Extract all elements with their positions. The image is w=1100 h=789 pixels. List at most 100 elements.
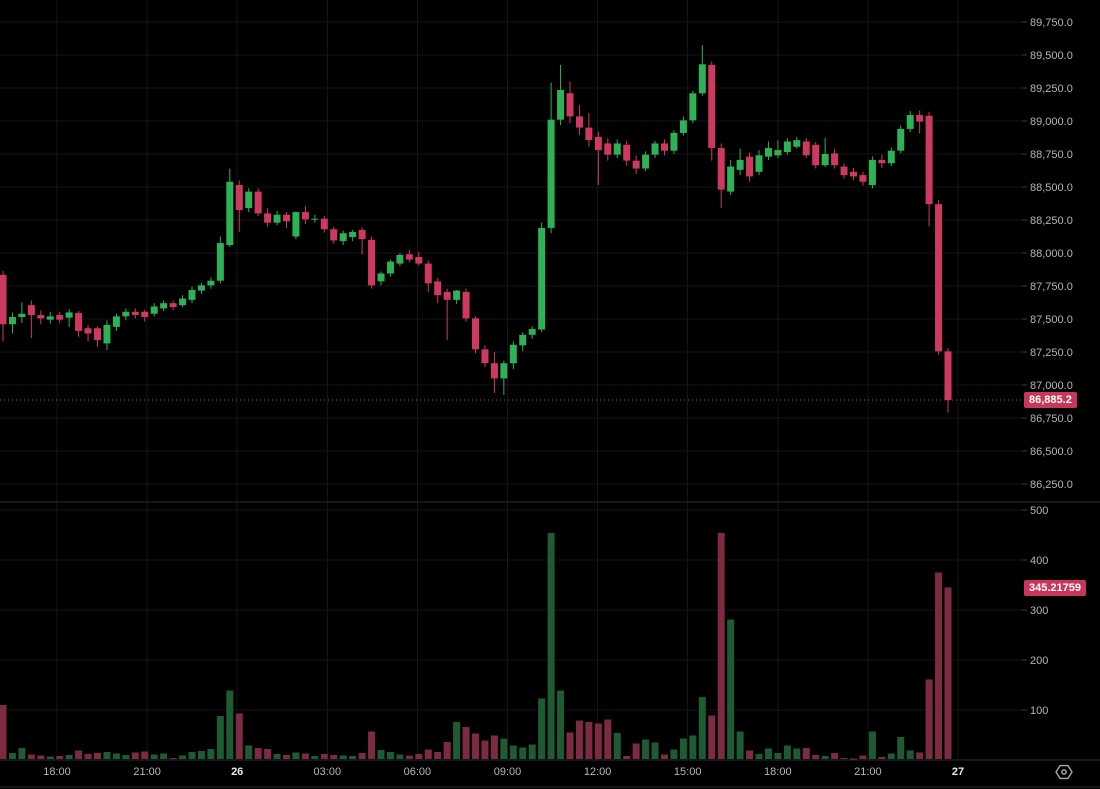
candle-body (122, 311, 130, 317)
volume-bar (906, 750, 914, 759)
gear-icon (1055, 764, 1073, 780)
volume-axis-label[interactable]: 200 (1030, 655, 1048, 667)
volume-axis-label[interactable]: 300 (1030, 605, 1048, 617)
price-axis-label[interactable]: 88,750.0 (1030, 149, 1073, 161)
candle-body (188, 289, 196, 300)
time-tick-label[interactable]: 18:00 (43, 766, 71, 778)
price-axis-label[interactable]: 86,500.0 (1030, 446, 1073, 458)
price-axis-label[interactable]: 87,000.0 (1030, 380, 1073, 392)
price-axis-label[interactable]: 88,250.0 (1030, 215, 1073, 227)
volume-bar (708, 715, 716, 759)
volume-bar (103, 752, 111, 759)
time-tick-label[interactable]: 12:00 (584, 766, 612, 778)
volume-bar (188, 752, 196, 759)
time-tick-label[interactable]: 21:00 (854, 766, 882, 778)
candle-body (434, 281, 442, 296)
time-tick-label[interactable]: 21:00 (133, 766, 161, 778)
volume-bar (878, 757, 886, 759)
candle-body (897, 128, 905, 151)
price-axis-label[interactable]: 89,500.0 (1030, 50, 1073, 62)
volume-bar (131, 752, 139, 759)
volume-bar (736, 731, 744, 759)
price-axis-label[interactable]: 89,000.0 (1030, 116, 1073, 128)
candle-body (292, 212, 300, 237)
volume-bar (935, 572, 943, 759)
volume-bar (727, 619, 735, 759)
volume-bar (887, 753, 895, 759)
volume-bar (37, 755, 45, 759)
volume-bar (746, 750, 754, 759)
volume-bar (311, 756, 319, 759)
volume-bar (0, 705, 7, 759)
candle-body (802, 141, 810, 156)
time-tick-label[interactable]: 15:00 (674, 766, 702, 778)
volume-bar (245, 745, 253, 759)
volume-bar (292, 752, 300, 759)
candle-body (481, 349, 489, 364)
candle-body (311, 218, 319, 220)
candle-body (935, 204, 943, 352)
volume-bar (150, 754, 158, 759)
candle-body (566, 93, 574, 117)
candle-body (94, 328, 101, 341)
price-axis-label[interactable]: 88,000.0 (1030, 248, 1073, 260)
volume-bar (821, 756, 829, 759)
volume-bar (472, 733, 479, 759)
candle-body (868, 159, 876, 186)
price-axis-label[interactable]: 88,500.0 (1030, 182, 1073, 194)
time-tick-label[interactable]: 27 (952, 766, 964, 778)
candle-body (264, 213, 272, 223)
volume-bar (755, 754, 763, 759)
candle-body (670, 132, 678, 151)
candle-body (396, 254, 404, 264)
volume-bar (632, 743, 640, 759)
volume-bar (415, 754, 423, 759)
volume-bar (283, 755, 290, 759)
price-axis-label[interactable]: 86,250.0 (1030, 479, 1073, 491)
settings-button[interactable] (1052, 760, 1076, 784)
volume-bar (585, 722, 593, 759)
volume-axis-label[interactable]: 500 (1030, 505, 1048, 517)
candle-body (679, 120, 687, 133)
volume-bar (698, 697, 706, 759)
candle-body (131, 311, 139, 316)
candle-body (878, 159, 886, 164)
last-volume-badge: 345.21759 (1024, 580, 1086, 596)
time-tick-label[interactable]: 18:00 (764, 766, 792, 778)
volume-bar (623, 756, 631, 759)
time-tick-label[interactable]: 03:00 (314, 766, 342, 778)
volume-bar (831, 753, 839, 759)
volume-bar (368, 731, 376, 759)
time-tick-label[interactable]: 26 (231, 766, 243, 778)
candle-body (245, 191, 253, 209)
candle-body (840, 166, 848, 176)
candle-wick (30, 300, 32, 339)
volume-bar (179, 755, 187, 759)
time-tick-label[interactable]: 06:00 (404, 766, 432, 778)
price-axis-label[interactable]: 87,250.0 (1030, 347, 1073, 359)
volume-bar (226, 690, 234, 759)
volume-bar (141, 751, 149, 759)
volume-bar (689, 735, 697, 759)
volume-bar (75, 750, 83, 759)
price-axis-label[interactable]: 87,500.0 (1030, 314, 1073, 326)
volume-bar (944, 587, 952, 759)
volume-bar (56, 756, 64, 759)
volume-bar (490, 735, 498, 759)
price-axis-label[interactable]: 89,250.0 (1030, 83, 1073, 95)
volume-axis-label[interactable]: 400 (1030, 555, 1048, 567)
candle-body (651, 143, 659, 155)
volume-bar (859, 755, 867, 759)
price-axis-label[interactable]: 86,750.0 (1030, 413, 1073, 425)
volume-bar (557, 690, 565, 759)
candle-body (661, 143, 668, 151)
volume-axis-label[interactable]: 100 (1030, 705, 1048, 717)
candle-body (160, 303, 168, 309)
price-axis-label[interactable]: 89,750.0 (1030, 17, 1073, 29)
candle-body (708, 64, 716, 149)
candle-body (197, 285, 205, 291)
candle-body (56, 315, 64, 320)
time-tick-label[interactable]: 09:00 (494, 766, 522, 778)
price-axis-label[interactable]: 87,750.0 (1030, 281, 1073, 293)
